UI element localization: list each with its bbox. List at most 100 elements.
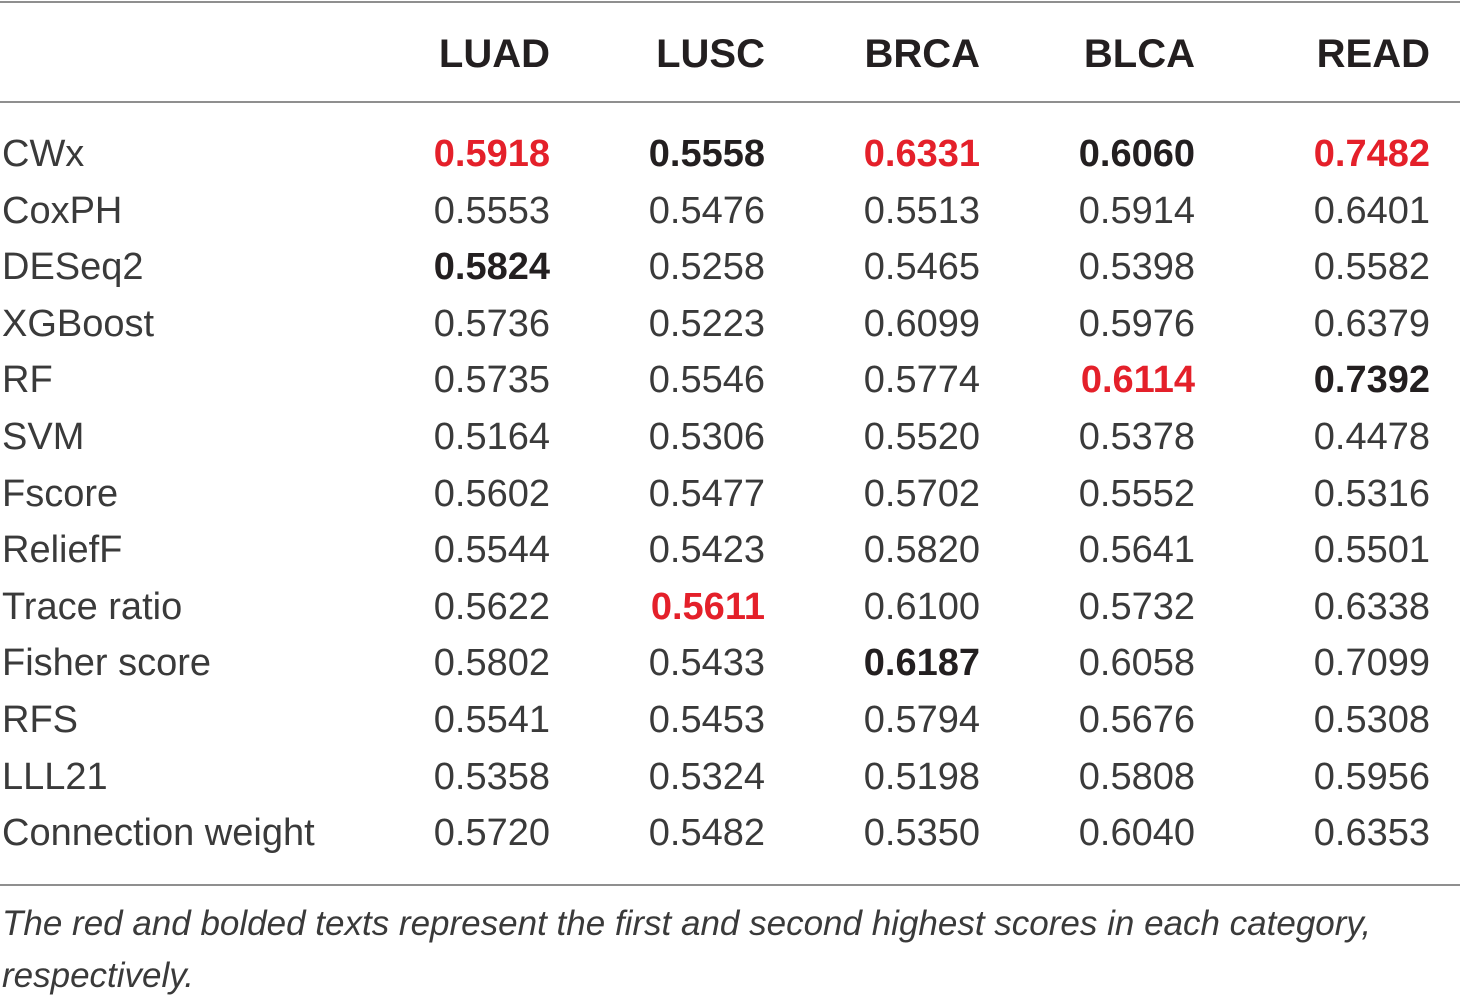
table-row: RF 0.5735 0.5546 0.5774 0.6114 0.7392 bbox=[0, 352, 1460, 408]
table-row: SVM 0.5164 0.5306 0.5520 0.5378 0.4478 bbox=[0, 409, 1460, 465]
score-cell-luad: 0.5164 bbox=[433, 416, 550, 458]
score-cell-lusc: 0.5477 bbox=[648, 473, 765, 515]
score-cell-luad: 0.5918 bbox=[433, 133, 550, 175]
column-header-blca: BLCA bbox=[1083, 32, 1195, 76]
score-cell-blca: 0.5732 bbox=[1078, 586, 1195, 628]
row-label: Connection weight bbox=[2, 812, 315, 854]
score-cell-luad: 0.5735 bbox=[433, 359, 550, 401]
row-label: XGBoost bbox=[2, 303, 155, 345]
score-cell-lusc: 0.5324 bbox=[648, 756, 765, 798]
score-cell-blca: 0.5641 bbox=[1078, 529, 1195, 571]
score-cell-read: 0.5501 bbox=[1313, 529, 1430, 571]
score-cell-blca: 0.6040 bbox=[1078, 812, 1195, 854]
table-row: Fisher score 0.5802 0.5433 0.6187 0.6058 0.70… bbox=[0, 635, 1460, 691]
score-cell-luad: 0.5544 bbox=[433, 529, 550, 571]
score-cell-read: 0.7392 bbox=[1313, 359, 1430, 401]
table-row: LLL21 0.5358 0.5324 0.5198 0.5808 0.5956 bbox=[0, 749, 1460, 805]
score-cell-read: 0.6338 bbox=[1313, 586, 1430, 628]
score-cell-brca: 0.6331 bbox=[863, 133, 980, 175]
table-row: Connection weight 0.5720 0.5482 0.5350 0.604… bbox=[0, 805, 1460, 861]
score-cell-brca: 0.6099 bbox=[863, 303, 980, 345]
score-cell-lusc: 0.5306 bbox=[648, 416, 765, 458]
score-cell-brca: 0.5794 bbox=[863, 699, 980, 741]
score-cell-blca: 0.6058 bbox=[1078, 642, 1195, 684]
row-label: LLL21 bbox=[2, 756, 108, 798]
score-cell-read: 0.4478 bbox=[1313, 416, 1430, 458]
score-cell-blca: 0.5914 bbox=[1078, 190, 1195, 232]
score-cell-lusc: 0.5558 bbox=[648, 133, 765, 175]
table-header-rule bbox=[0, 101, 1460, 103]
table-row: CoxPH 0.5553 0.5476 0.5513 0.5914 0.6401 bbox=[0, 183, 1460, 239]
row-label: CoxPH bbox=[2, 190, 123, 232]
score-cell-blca: 0.6114 bbox=[1080, 359, 1195, 401]
row-label: Fisher score bbox=[2, 642, 212, 684]
column-header-read: READ bbox=[1316, 32, 1430, 76]
score-cell-blca: 0.5552 bbox=[1078, 473, 1195, 515]
score-cell-luad: 0.5622 bbox=[433, 586, 550, 628]
score-cell-luad: 0.5736 bbox=[433, 303, 550, 345]
score-cell-luad: 0.5541 bbox=[433, 699, 550, 741]
score-cell-blca: 0.5398 bbox=[1078, 246, 1195, 288]
score-cell-luad: 0.5824 bbox=[433, 246, 550, 288]
score-cell-brca: 0.6187 bbox=[863, 642, 980, 684]
score-cell-read: 0.5582 bbox=[1313, 246, 1430, 288]
score-cell-luad: 0.5720 bbox=[433, 812, 550, 854]
score-cell-luad: 0.5358 bbox=[433, 756, 550, 798]
column-header-lusc: LUSC bbox=[656, 32, 765, 76]
score-cell-brca: 0.6100 bbox=[863, 586, 980, 628]
score-cell-brca: 0.5774 bbox=[863, 359, 980, 401]
table-row: ReliefF 0.5544 0.5423 0.5820 0.5641 0.5501 bbox=[0, 522, 1460, 578]
row-label: RFS bbox=[2, 699, 78, 741]
score-cell-lusc: 0.5546 bbox=[648, 359, 765, 401]
score-cell-brca: 0.5465 bbox=[863, 246, 980, 288]
table-bottom-rule bbox=[0, 884, 1460, 886]
score-cell-read: 0.5956 bbox=[1313, 756, 1430, 798]
row-label: RF bbox=[2, 359, 53, 401]
score-cell-blca: 0.5976 bbox=[1078, 303, 1195, 345]
score-cell-luad: 0.5553 bbox=[433, 190, 550, 232]
score-cell-read: 0.6353 bbox=[1313, 812, 1430, 854]
score-cell-luad: 0.5802 bbox=[433, 642, 550, 684]
score-cell-read: 0.6401 bbox=[1313, 190, 1430, 232]
score-cell-blca: 0.5378 bbox=[1078, 416, 1195, 458]
score-cell-read: 0.7099 bbox=[1313, 642, 1430, 684]
row-label: DESeq2 bbox=[2, 246, 144, 288]
score-cell-read: 0.6379 bbox=[1313, 303, 1430, 345]
score-cell-lusc: 0.5482 bbox=[648, 812, 765, 854]
row-label: SVM bbox=[2, 416, 85, 458]
score-cell-lusc: 0.5433 bbox=[648, 642, 765, 684]
score-cell-lusc: 0.5223 bbox=[648, 303, 765, 345]
column-header-luad: LUAD bbox=[438, 32, 550, 76]
score-cell-lusc: 0.5258 bbox=[648, 246, 765, 288]
score-cell-brca: 0.5702 bbox=[863, 473, 980, 515]
table-footnote: The red and bolded texts represent the f… bbox=[2, 904, 1372, 995]
score-cell-blca: 0.6060 bbox=[1078, 133, 1195, 175]
score-cell-lusc: 0.5476 bbox=[648, 190, 765, 232]
table-row: Fscore 0.5602 0.5477 0.5702 0.5552 0.5316 bbox=[0, 466, 1460, 522]
score-cell-luad: 0.5602 bbox=[433, 473, 550, 515]
score-cell-brca: 0.5198 bbox=[863, 756, 980, 798]
score-cell-read: 0.5316 bbox=[1313, 473, 1430, 515]
score-cell-brca: 0.5520 bbox=[863, 416, 980, 458]
column-header-brca: BRCA bbox=[864, 32, 980, 76]
table-row: RFS 0.5541 0.5453 0.5794 0.5676 0.5308 bbox=[0, 692, 1460, 748]
score-cell-lusc: 0.5453 bbox=[648, 699, 765, 741]
table-row: DESeq2 0.5824 0.5258 0.5465 0.5398 0.5582 bbox=[0, 239, 1460, 295]
row-label: Fscore bbox=[2, 473, 119, 515]
score-cell-brca: 0.5350 bbox=[863, 812, 980, 854]
score-cell-brca: 0.5820 bbox=[863, 529, 980, 571]
table-row: XGBoost 0.5736 0.5223 0.6099 0.5976 0.6379 bbox=[0, 296, 1460, 352]
table-row: CWx 0.5918 0.5558 0.6331 0.6060 0.7482 bbox=[0, 126, 1460, 182]
score-cell-read: 0.7482 bbox=[1313, 133, 1430, 175]
row-label: Trace ratio bbox=[2, 586, 183, 628]
row-label: ReliefF bbox=[2, 529, 123, 571]
score-cell-blca: 0.5676 bbox=[1078, 699, 1195, 741]
score-cell-read: 0.5308 bbox=[1313, 699, 1430, 741]
score-cell-blca: 0.5808 bbox=[1078, 756, 1195, 798]
table-row: Trace ratio 0.5622 0.5611 0.6100 0.5732 0.633… bbox=[0, 579, 1460, 635]
score-cell-lusc: 0.5611 bbox=[650, 586, 765, 628]
score-cell-brca: 0.5513 bbox=[863, 190, 980, 232]
table-top-rule bbox=[0, 1, 1460, 3]
row-label: CWx bbox=[2, 133, 85, 175]
score-cell-lusc: 0.5423 bbox=[648, 529, 765, 571]
